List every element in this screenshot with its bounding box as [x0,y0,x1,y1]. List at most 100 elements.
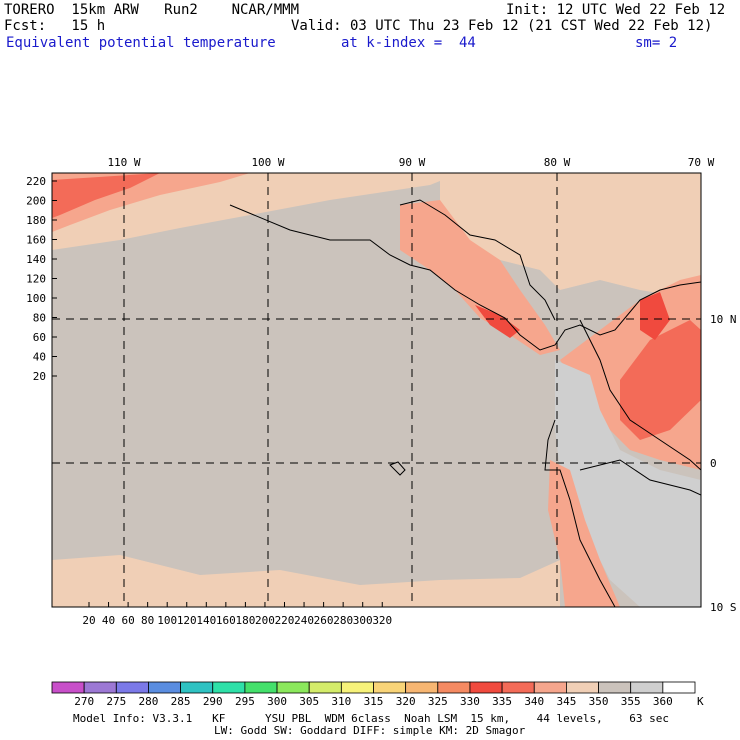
colorbar-swatch [405,681,439,694]
map-frame [51,172,702,608]
left-tick-label: 140 [26,253,46,266]
bottom-tick-label: 280 [333,614,353,627]
colorbar-level-label: 275 [106,695,126,708]
colorbar-level-label: 270 [74,695,94,708]
warm-band-south [52,555,560,607]
hot-venezuela [640,292,670,340]
lat-lon-grid [52,173,701,607]
left-tick-label: 160 [26,234,46,247]
lat-label-10s: 10 S [710,601,737,614]
valid-time: Valid: 03 UTC Thu 23 Feb 12 (21 CST Wed … [291,18,713,34]
colorbar-swatch [533,681,567,694]
colorbar-swatch [566,681,599,694]
peru-border [579,459,701,496]
model-info-line: Model Info: V3.3.1 KF YSU PBL WDM 6class… [73,712,670,725]
left-tick-label: 60 [33,331,46,344]
colorbar-swatch [180,681,214,694]
hot-costa-rica [475,305,520,338]
colorbar-level-label: 350 [589,695,609,708]
bottom-tick-label: 220 [275,614,295,627]
lon-label-110w: 110 W [107,156,140,169]
colombia-border [579,319,701,471]
model-title: TORERO 15km ARW Run2 NCAR/MMM [4,2,300,18]
colorbar-level-label: 330 [460,695,480,708]
caribbean-coastline [399,199,556,321]
warm-caribbean [440,173,701,300]
colorbar-level-label: 335 [492,695,512,708]
left-tick-label: 20 [33,370,46,383]
colorbar-swatch [437,681,471,694]
left-tick-label: 80 [33,312,46,325]
colorbar-swatch [340,681,374,694]
colorbar-swatch [598,681,632,694]
colorbar-level-label: 300 [267,695,287,708]
pacific-coastline [229,204,701,351]
bottom-tick-label: 180 [235,614,255,627]
lon-label-70w: 70 W [688,156,715,169]
cool-interior [555,360,701,607]
left-tick-label: 180 [26,214,46,227]
bottom-tick-label: 260 [314,614,334,627]
colorbar-swatch [373,681,407,694]
colorbar-level-label: 340 [524,695,544,708]
bottom-tick-label: 100 [157,614,177,627]
bottom-tick-label: 300 [353,614,373,627]
left-tick-label: 40 [33,351,46,364]
colorbar-swatch [51,681,85,694]
field-name: Equivalent potential temperature [6,35,276,51]
bottom-tick-label: 200 [255,614,275,627]
colorbar-level-label: 355 [621,695,641,708]
colorbar-level-label: 310 [331,695,351,708]
colorbar-level-label: 290 [203,695,223,708]
colorbar-level-label: 360 [653,695,673,708]
lat-label-10n: 10 N [710,313,737,326]
colorbar-swatch [469,681,503,694]
colorbar-level-label: 305 [299,695,319,708]
bottom-tick-label: 240 [294,614,314,627]
forecast-hour: Fcst: 15 h [4,18,106,34]
bottom-tick-label: 80 [141,614,154,627]
bottom-tick-label: 40 [102,614,115,627]
left-tick-label: 220 [26,175,46,188]
lat-label-equator: 0 [710,457,717,470]
bottom-tick-label: 320 [372,614,392,627]
colorbar-swatch [244,681,278,694]
colorbar-swatch [630,681,664,694]
colorbar-level-label: 315 [364,695,384,708]
colorbar-level-label: 325 [428,695,448,708]
bottom-tick-label: 120 [177,614,197,627]
colorbar-level-label: 280 [139,695,159,708]
colorbar-swatch [212,681,246,694]
lon-label-100w: 100 W [251,156,284,169]
colorbar-level-label: 320 [396,695,416,708]
smoothing: sm= 2 [635,35,678,51]
coastlines [229,199,701,607]
bottom-tick-label: 140 [196,614,216,627]
lon-label-80w: 80 W [544,156,571,169]
colorbar-level-label: 285 [171,695,191,708]
left-tick-label: 200 [26,195,46,208]
colorbar-swatch [308,681,342,694]
ecuador-peru-coast [544,419,616,607]
bottom-tick-label: 160 [216,614,236,627]
init-time: Init: 12 UTC Wed 22 Feb 12 [506,2,726,18]
bottom-axis-ticks: 20 40 60 80 100 120 140 160 180 200 220 240 260 280 30… [82,602,392,627]
hot-core-northwest [52,173,160,218]
bottom-tick-label: 60 [121,614,134,627]
colorbar-swatch [276,681,310,694]
colorbar-unit: K [697,695,704,708]
k-index: at k-index = 44 [341,35,476,51]
lon-label-90w: 90 W [399,156,426,169]
field-shading [52,173,701,607]
colorbar-swatch [115,681,149,694]
physics-info-line: LW: Godd SW: Goddard DIFF: simple KM: 2D… [214,724,526,737]
left-tick-label: 100 [26,292,46,305]
colorbar-swatch [148,681,181,694]
colorbar-swatch [83,681,117,694]
bottom-tick-label: 20 [82,614,95,627]
hot-colombia [620,320,701,440]
colorbar-swatch [662,681,696,694]
colorbar-swatch [501,681,535,694]
colorbar-level-label: 295 [235,695,255,708]
